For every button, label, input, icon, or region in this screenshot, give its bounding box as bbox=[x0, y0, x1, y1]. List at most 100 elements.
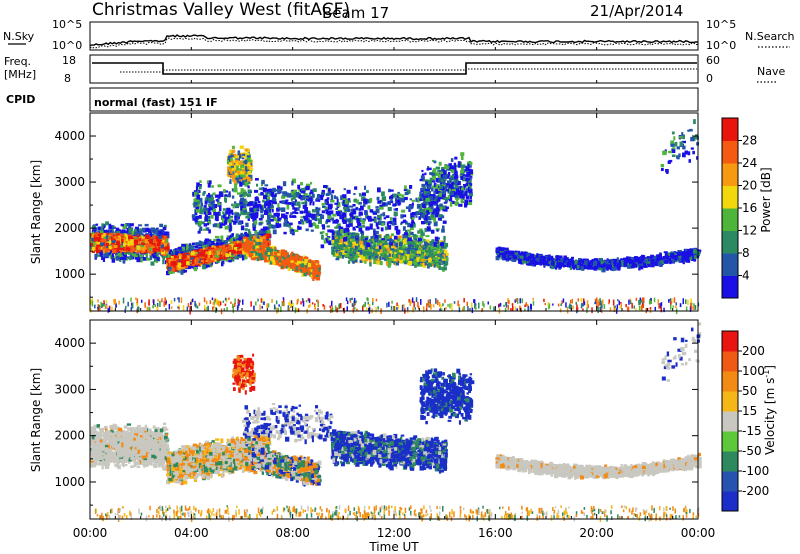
range-cell bbox=[226, 238, 229, 241]
range-cell bbox=[92, 232, 94, 234]
range-cell bbox=[133, 248, 136, 252]
range-cell bbox=[260, 249, 263, 252]
nsky-tick-top: 10^5 bbox=[52, 18, 82, 31]
range-cell bbox=[126, 236, 129, 241]
range-cell bbox=[139, 228, 142, 231]
range-cell bbox=[152, 248, 156, 253]
range-cell bbox=[192, 243, 195, 246]
range-cell bbox=[145, 228, 148, 230]
range-cell bbox=[145, 224, 149, 226]
range-cell bbox=[154, 231, 158, 234]
range-cell bbox=[229, 252, 231, 257]
range-cell bbox=[249, 234, 252, 237]
range-cell bbox=[139, 231, 142, 235]
range-cell bbox=[265, 252, 268, 256]
nave-series bbox=[120, 69, 697, 72]
range-cell bbox=[179, 254, 181, 256]
plot-title: Christmas Valley West (fitACF) bbox=[92, 0, 350, 20]
range-cell bbox=[100, 243, 104, 246]
range-cell bbox=[316, 277, 320, 280]
range-cell bbox=[149, 247, 152, 250]
range-cell bbox=[112, 249, 116, 253]
range-cell bbox=[202, 265, 206, 270]
nsky-series bbox=[90, 35, 698, 45]
range-cell bbox=[200, 241, 202, 245]
range-cell bbox=[103, 254, 106, 257]
range-cell bbox=[195, 246, 198, 248]
range-cell bbox=[191, 246, 195, 248]
range-cell bbox=[178, 263, 181, 268]
range-cell bbox=[145, 235, 149, 240]
nsearch-tick-bottom: 10^0 bbox=[706, 39, 736, 52]
range-cell bbox=[236, 234, 239, 238]
freq-label: Freq. bbox=[4, 55, 31, 68]
range-cell bbox=[126, 231, 129, 234]
range-cell bbox=[314, 260, 318, 264]
range-cell bbox=[103, 257, 105, 262]
range-cell bbox=[221, 262, 224, 267]
range-cell bbox=[162, 240, 165, 242]
range-cell bbox=[101, 227, 103, 231]
range-cell bbox=[92, 225, 96, 227]
range-cell bbox=[178, 247, 182, 249]
range-cell bbox=[192, 259, 195, 264]
range-cell bbox=[134, 241, 138, 244]
range-cell bbox=[136, 245, 140, 250]
nave-tick-top: 60 bbox=[706, 54, 720, 67]
range-cell bbox=[200, 254, 204, 256]
nsearch-tick-top: 10^5 bbox=[706, 18, 736, 31]
range-cell bbox=[149, 240, 152, 244]
range-cell bbox=[112, 258, 115, 262]
cpid-text: normal (fast) 151 IF bbox=[94, 96, 218, 109]
range-cell bbox=[123, 260, 125, 264]
range-cell bbox=[219, 257, 223, 260]
range-cell bbox=[171, 256, 174, 258]
range-cell bbox=[231, 250, 235, 253]
range-cell bbox=[103, 233, 105, 236]
range-cell bbox=[290, 264, 293, 268]
range-cell bbox=[304, 259, 307, 263]
range-cell bbox=[139, 254, 143, 257]
range-cell bbox=[154, 240, 157, 243]
range-cell bbox=[151, 261, 155, 265]
nsearch-label: N.Search bbox=[745, 30, 795, 43]
range-cell bbox=[120, 233, 123, 236]
range-cell bbox=[114, 245, 118, 248]
range-cell bbox=[168, 267, 172, 270]
radar-summary-figure: Christmas Valley West (fitACF) Beam 17 2… bbox=[0, 0, 800, 554]
range-cell bbox=[216, 248, 220, 250]
range-cell bbox=[182, 247, 185, 250]
range-cell bbox=[215, 236, 219, 238]
range-cell bbox=[129, 257, 131, 260]
range-cell bbox=[117, 242, 120, 245]
range-cell bbox=[142, 228, 145, 232]
range-cell bbox=[134, 229, 137, 232]
range-cell bbox=[186, 261, 190, 265]
range-cell bbox=[141, 247, 143, 249]
nsky-tick-bottom: 10^0 bbox=[52, 39, 82, 52]
range-cell bbox=[210, 255, 212, 258]
range-cell bbox=[228, 260, 232, 262]
range-cell bbox=[91, 243, 93, 246]
range-cell bbox=[257, 258, 259, 261]
range-cell bbox=[121, 224, 124, 227]
range-cell bbox=[196, 260, 198, 265]
range-cell bbox=[259, 245, 262, 248]
range-cell bbox=[259, 230, 263, 234]
freq-tick-bottom: 8 bbox=[64, 72, 71, 85]
range-cell bbox=[158, 240, 161, 244]
freq-tick-top: 18 bbox=[62, 54, 76, 67]
range-cell bbox=[181, 256, 184, 259]
range-cell bbox=[273, 262, 275, 265]
range-cell bbox=[301, 272, 303, 276]
range-cell bbox=[112, 227, 116, 229]
range-cell bbox=[185, 258, 187, 260]
range-cell bbox=[110, 233, 113, 236]
range-cell bbox=[109, 246, 112, 249]
range-cell bbox=[275, 260, 278, 265]
range-cell bbox=[116, 235, 119, 238]
range-cell bbox=[128, 241, 130, 246]
range-cell bbox=[106, 243, 109, 246]
range-cell bbox=[99, 252, 103, 256]
